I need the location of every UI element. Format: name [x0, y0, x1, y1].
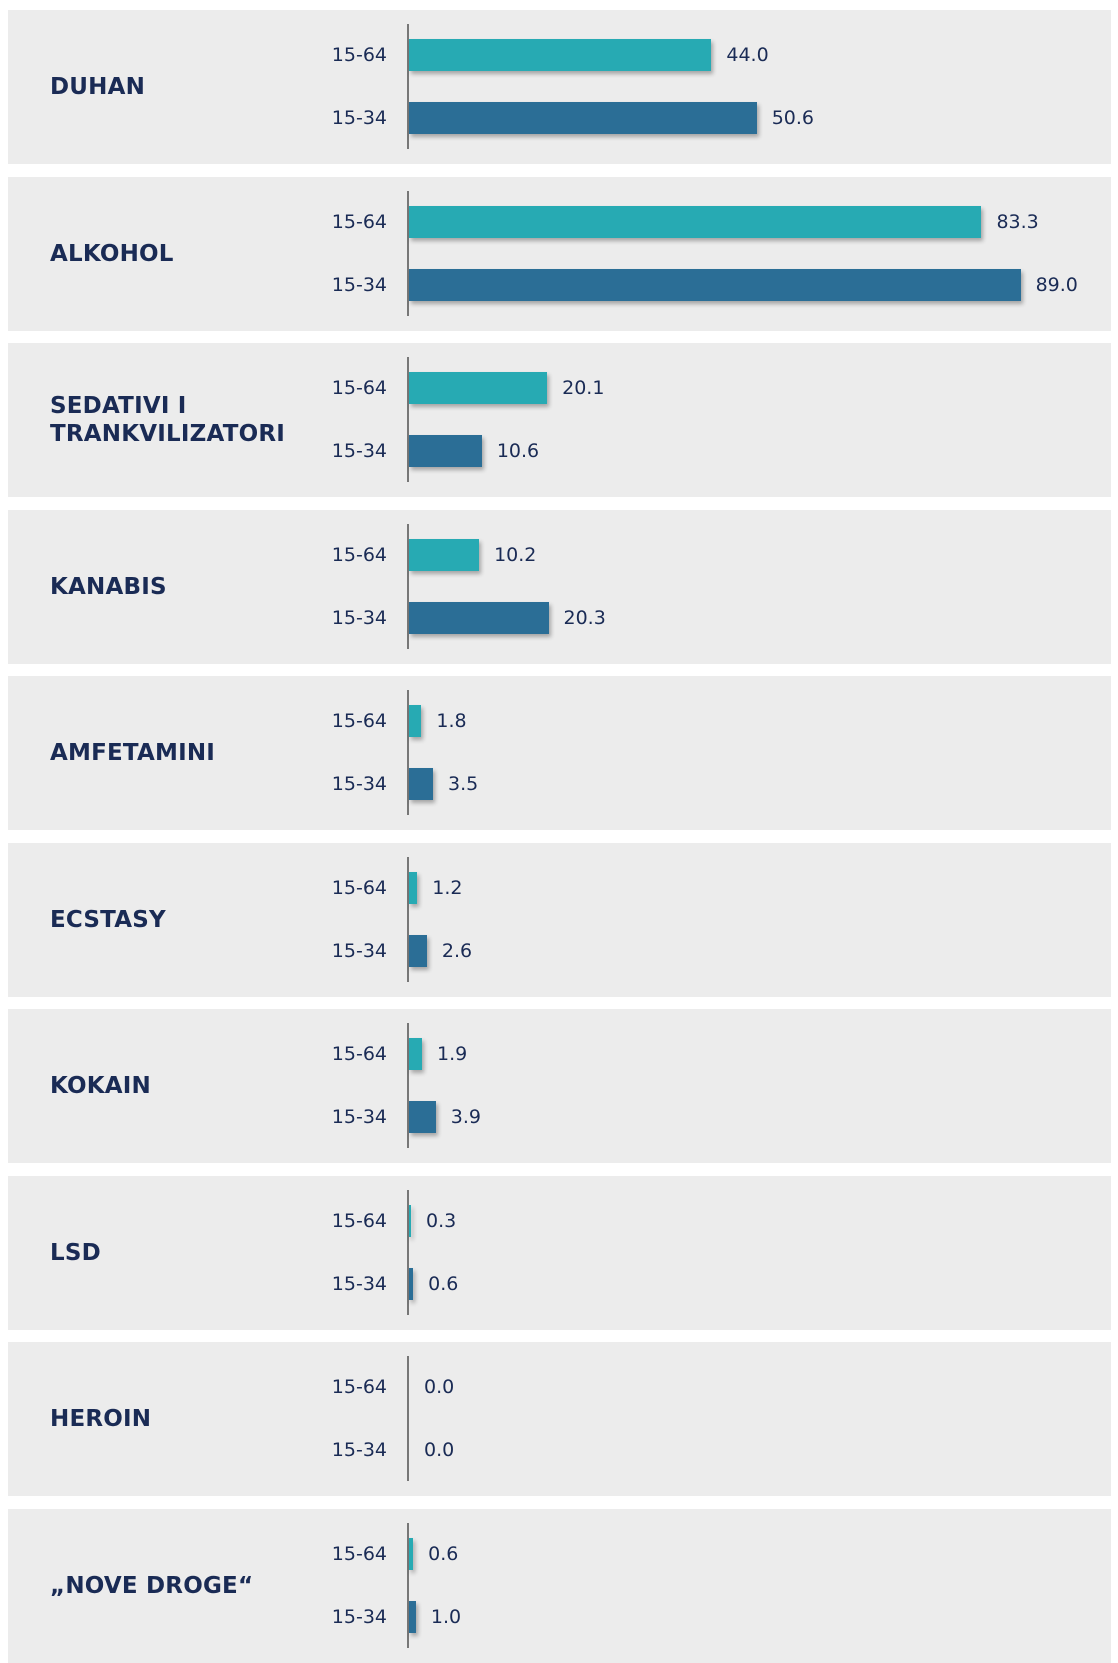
series-label: 15-34: [331, 440, 387, 462]
category-label: ECSTASY: [50, 906, 166, 933]
category-panel: „NOVE DROGE“ 15-64 0.6 15-34 1.0: [8, 1508, 1111, 1663]
category-panel: AMFETAMINI 15-64 1.8 15-34 3.5: [8, 676, 1111, 830]
category-panel: KANABIS 15-64 10.2 15-34 20.3: [8, 509, 1111, 664]
value-label: 89.0: [1035, 273, 1078, 296]
bar: [409, 1101, 436, 1133]
series-label: 15-64: [331, 1376, 387, 1398]
series-label: 15-34: [331, 1106, 387, 1128]
series-label: 15-64: [331, 377, 387, 399]
value-label: 0.3: [426, 1209, 457, 1232]
value-label: 3.9: [450, 1106, 482, 1128]
series-label: 15-64: [331, 210, 387, 233]
series-label: 15-34: [331, 107, 387, 129]
value-label: 20.1: [562, 377, 605, 399]
series-label: 15-64: [331, 1542, 387, 1565]
series-label: 15-34: [331, 606, 387, 629]
bar: [409, 1204, 412, 1237]
series-label: 15-64: [331, 1209, 387, 1232]
bar: [409, 705, 422, 737]
value-label: 83.3: [996, 210, 1039, 233]
axis-line: [407, 690, 409, 815]
series-label: 15-64: [331, 543, 387, 566]
category-label: DUHAN: [50, 74, 146, 100]
value-label: 2.6: [441, 939, 473, 962]
series-label: 15-34: [331, 773, 387, 795]
category-label: KANABIS: [50, 573, 167, 600]
value-label: 0.0: [424, 1439, 455, 1461]
category-label: AMFETAMINI: [50, 740, 216, 766]
value-label: 10.6: [496, 440, 540, 462]
series-label: 15-34: [331, 1439, 387, 1461]
bar: [409, 435, 482, 467]
category-label: ALKOHOL: [50, 240, 174, 267]
bar: [409, 1537, 414, 1570]
value-label: 1.2: [432, 876, 463, 899]
category-label: SEDATIVI I TRANKVILIZATORI: [50, 393, 286, 447]
axis-line: [407, 190, 409, 316]
axis-line: [407, 1189, 409, 1315]
axis-line: [407, 1356, 409, 1481]
value-label: 10.2: [494, 543, 537, 566]
category-label: „NOVE DROGE“: [50, 1572, 254, 1599]
bar: [409, 1267, 414, 1300]
axis-line: [407, 1522, 409, 1648]
bar: [409, 1038, 423, 1070]
value-label: 0.6: [428, 1272, 459, 1295]
category-panel: SEDATIVI I TRANKVILIZATORI 15-64 20.1 15-34…: [8, 343, 1111, 497]
axis-line: [407, 856, 409, 982]
bar: [409, 1600, 416, 1633]
category-panel: ECSTASY 15-64 1.2 15-34 2.6: [8, 842, 1111, 997]
series-label: 15-34: [331, 939, 387, 962]
value-label: 1.8: [436, 710, 467, 732]
axis-line: [407, 523, 409, 649]
category-label: LSD: [50, 1239, 101, 1266]
value-label: 50.6: [771, 107, 815, 129]
category-label: HEROIN: [50, 1406, 152, 1432]
bar: [409, 934, 427, 967]
series-label: 15-64: [331, 710, 387, 732]
category-panel: KOKAIN 15-64 1.9 15-34 3.9: [8, 1009, 1111, 1163]
bar: [409, 268, 1021, 301]
series-label: 15-64: [331, 44, 387, 66]
value-label: 1.9: [437, 1043, 468, 1065]
bar: [409, 372, 548, 404]
category-panel: ALKOHOL 15-64 83.3 15-34 89.0: [8, 176, 1111, 331]
value-label: 44.0: [726, 44, 769, 66]
category-label: KOKAIN: [50, 1073, 151, 1099]
series-label: 15-64: [331, 876, 387, 899]
category-panel: LSD 15-64 0.3 15-34 0.6: [8, 1175, 1111, 1330]
axis-line: [407, 1023, 409, 1148]
bar: [409, 538, 480, 571]
category-panel: HEROIN 15-64 0.0 15-34 0.0: [8, 1342, 1111, 1496]
bar: [409, 768, 434, 800]
bar: [409, 601, 549, 634]
axis-line: [407, 24, 409, 149]
bar: [409, 871, 418, 904]
bar: [409, 39, 712, 71]
value-label: 1.0: [430, 1605, 462, 1628]
series-label: 15-64: [331, 1043, 387, 1065]
series-label: 15-34: [331, 273, 387, 296]
bar: [409, 102, 757, 134]
axis-line: [407, 357, 409, 482]
bar: [409, 205, 982, 238]
value-label: 20.3: [563, 606, 606, 629]
value-label: 3.5: [448, 773, 479, 795]
category-panel: DUHAN 15-64 44.0 15-34 50.6: [8, 10, 1111, 164]
series-label: 15-34: [331, 1272, 387, 1295]
value-label: 0.6: [428, 1542, 459, 1565]
series-label: 15-34: [331, 1605, 387, 1628]
value-label: 0.0: [424, 1376, 455, 1398]
